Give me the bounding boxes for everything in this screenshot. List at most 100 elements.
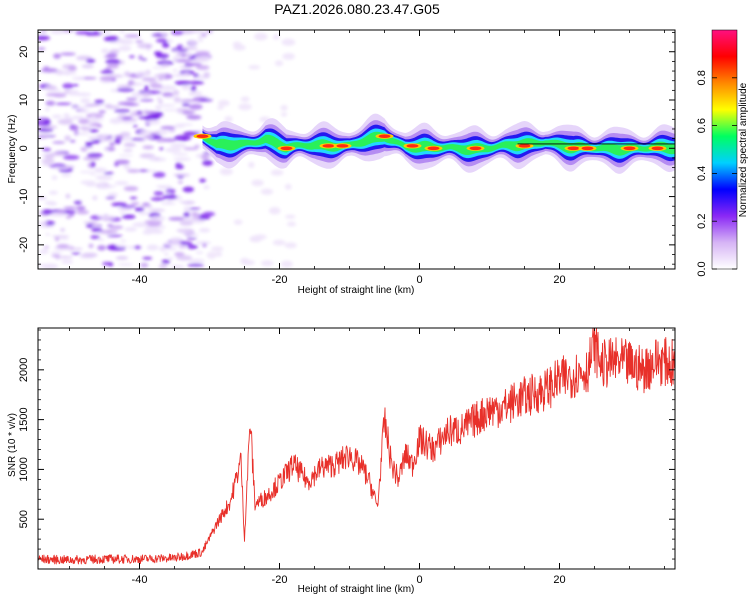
noise-blob (118, 154, 134, 157)
colorbar-tick-label: 0.4 (696, 166, 708, 181)
noise-blob (43, 119, 51, 125)
noise-blobs (38, 30, 297, 269)
noise-blob (161, 63, 170, 67)
noise-blob (119, 30, 125, 34)
noise-blob (93, 167, 108, 173)
noise-blob (109, 225, 124, 230)
noise-blob (217, 99, 230, 107)
noise-blob (187, 244, 199, 249)
noise-blob (157, 73, 166, 80)
noise-blob (114, 138, 122, 144)
noise-blob (106, 63, 119, 69)
noise-blob (65, 215, 72, 219)
noise-blob (126, 97, 138, 101)
noise-blob (103, 171, 114, 175)
noise-blob (75, 30, 93, 35)
spectrogram-x-ticks: -40 -20 0 20 (132, 30, 566, 286)
noise-blob (178, 200, 187, 203)
noise-blob (57, 118, 73, 125)
noise-blob (284, 242, 297, 249)
noise-blob (174, 134, 192, 141)
spectrogram-heat (38, 30, 675, 269)
noise-blob (189, 80, 205, 85)
noise-blob (91, 223, 101, 228)
noise-blob (181, 102, 190, 107)
noise-blob (128, 55, 135, 59)
ridge-hotspot-red (581, 146, 594, 151)
noise-blob (75, 92, 92, 97)
noise-blob (94, 99, 105, 104)
noise-blob (118, 263, 134, 266)
noise-blob (154, 157, 160, 160)
noise-blob (100, 229, 118, 234)
noise-blob (162, 42, 170, 48)
noise-blob (134, 207, 145, 212)
noise-blob (60, 228, 65, 232)
noise-blob (119, 38, 134, 45)
spectrogram-y-label: Frequency (Hz) (7, 115, 18, 184)
noise-blob (49, 152, 67, 157)
noise-blob (181, 53, 187, 57)
noise-blob (172, 50, 181, 54)
noise-blob (176, 107, 190, 112)
noise-blob (39, 249, 49, 255)
colorbar-ticks: 0.0 0.2 0.4 0.6 0.8 (696, 70, 737, 277)
noise-blob (99, 30, 112, 35)
noise-blob (188, 104, 203, 110)
noise-blob (106, 52, 118, 59)
noise-blob (124, 71, 131, 77)
noise-blob (153, 191, 164, 196)
noise-blob (52, 166, 71, 170)
noise-blob (173, 97, 181, 102)
noise-blob (202, 243, 207, 248)
noise-blob (111, 202, 127, 207)
noise-blob (176, 110, 184, 114)
noise-blob (180, 241, 193, 246)
noise-blob (96, 124, 103, 128)
noise-blob (127, 169, 140, 173)
noise-blob (38, 221, 48, 226)
noise-blob (163, 241, 181, 246)
noise-blob (38, 196, 47, 200)
noise-blob (162, 109, 181, 112)
noise-blob (123, 186, 139, 192)
noise-blob (81, 126, 91, 132)
noise-blob (179, 221, 194, 226)
noise-blob (199, 98, 213, 102)
noise-blob (202, 211, 216, 217)
noise-blob (251, 179, 264, 187)
noise-blob (160, 201, 176, 206)
noise-blob (41, 158, 55, 164)
y-tick-label: 0 (18, 145, 30, 151)
noise-blob (49, 89, 62, 92)
noise-blob (88, 243, 94, 249)
noise-blob (282, 53, 295, 60)
noise-blob (217, 105, 224, 110)
noise-blob (158, 225, 166, 229)
noise-blob (139, 99, 154, 102)
noise-blob (181, 84, 191, 91)
noise-blob (142, 256, 153, 260)
noise-blob (206, 251, 217, 259)
noise-blob (155, 53, 170, 59)
noise-blob (76, 210, 90, 215)
noise-blob (42, 125, 58, 130)
noise-blob (155, 185, 172, 188)
noise-blob (63, 113, 70, 119)
noise-blob (78, 118, 91, 125)
noise-blob (109, 48, 120, 54)
noise-blob (286, 221, 297, 227)
y-tick-label: 500 (18, 510, 30, 528)
noise-blob (272, 34, 280, 40)
noise-blob (190, 85, 197, 92)
noise-blob (50, 30, 65, 35)
noise-blob (159, 147, 164, 150)
noise-blob (172, 152, 189, 156)
noise-blob (98, 110, 106, 114)
x-tick-label: 20 (553, 274, 565, 286)
noise-blob (84, 143, 93, 148)
noise-blob (83, 156, 101, 161)
noise-blob (105, 196, 116, 200)
noise-blob (62, 69, 72, 76)
noise-blob (153, 51, 163, 55)
